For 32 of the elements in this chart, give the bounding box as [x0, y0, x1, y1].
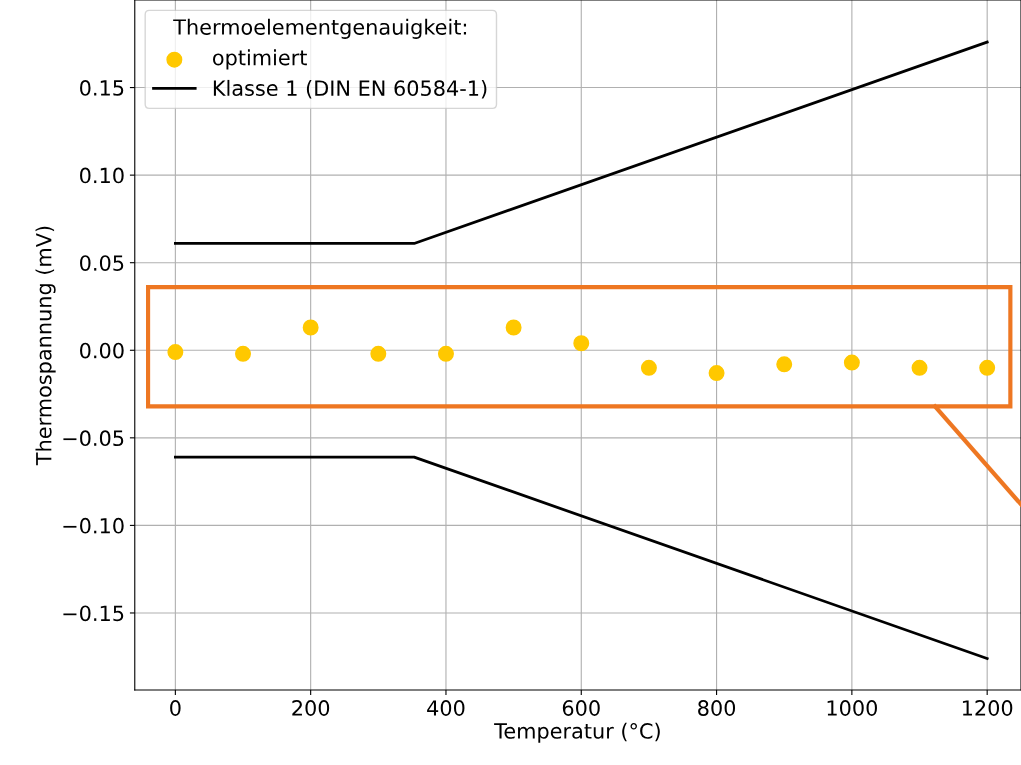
y-tick-label: −0.05 — [63, 430, 124, 447]
y-tick-label: −0.10 — [63, 517, 124, 534]
legend-label: Klasse 1 (DIN EN 60584-1) — [213, 79, 487, 99]
point — [573, 335, 590, 352]
point — [370, 345, 387, 362]
x-tick-label: 200 — [292, 700, 330, 716]
y-tick-label: −0.15 — [63, 605, 124, 622]
y-axis-title: Thermospannung (mV) — [35, 226, 56, 466]
x-axis-title: Temperatur (°C) — [494, 722, 660, 743]
point — [843, 354, 860, 371]
point — [776, 356, 793, 373]
x-tick-label: 0 — [170, 700, 181, 716]
point — [979, 359, 996, 376]
point — [235, 345, 251, 362]
x-tick-label: 800 — [698, 700, 736, 716]
x-tick-label: 600 — [562, 700, 600, 716]
legend-label: optimiert — [213, 49, 307, 70]
y-tick-label: 0.05 — [80, 255, 124, 271]
y-tick-label: 0.00 — [80, 342, 124, 359]
point — [640, 359, 657, 376]
point — [911, 359, 928, 376]
x-tick-label: 400 — [427, 700, 465, 716]
x-tick-label: 1000 — [827, 700, 877, 716]
point — [302, 319, 319, 336]
y-tick-label: 0.15 — [80, 80, 124, 96]
point — [505, 319, 522, 336]
y-tick-label: 0.10 — [80, 167, 124, 184]
point — [708, 365, 725, 382]
point — [437, 345, 454, 362]
x-tick-label: 1200 — [962, 700, 1013, 716]
legend-title: Thermoelementgenauigkeit: — [173, 18, 467, 39]
point — [167, 344, 184, 360]
